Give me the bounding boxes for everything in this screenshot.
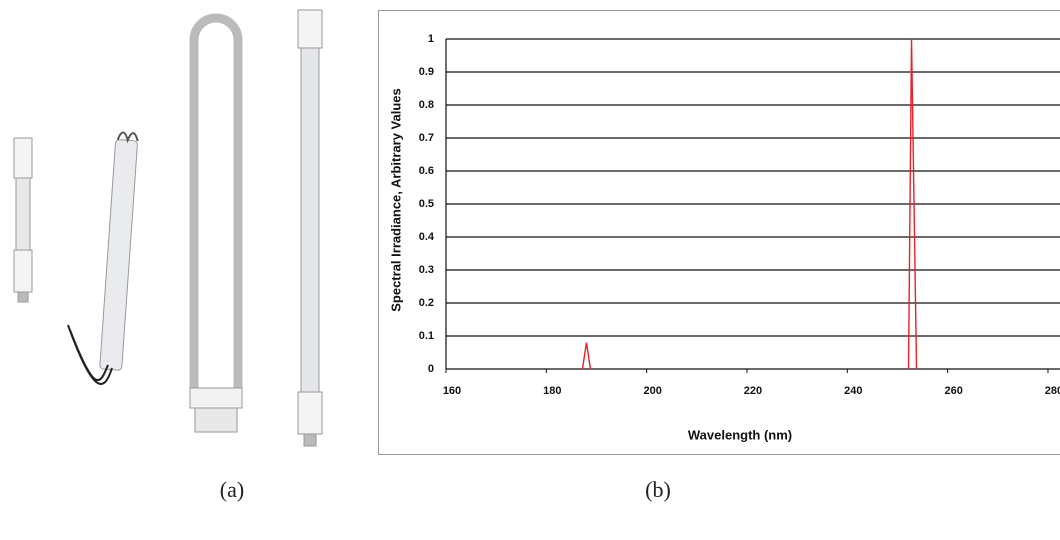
lamp-cap bbox=[298, 10, 322, 48]
y-tick-label: 0 bbox=[428, 363, 434, 375]
lamp-cap bbox=[14, 138, 32, 178]
y-tick-label: 0.4 bbox=[419, 231, 435, 243]
lamp-pins bbox=[304, 434, 316, 446]
panel-label: (a) bbox=[220, 477, 244, 502]
lamp-2 bbox=[100, 132, 139, 370]
y-axis-label: Spectral Irradiance, Arbitrary Values bbox=[388, 88, 403, 312]
lamp-cap bbox=[298, 392, 322, 434]
lamp-base bbox=[195, 408, 237, 432]
lamp-photos bbox=[14, 10, 322, 446]
y-tick-label: 0.5 bbox=[419, 198, 434, 210]
y-tick-label: 0.9 bbox=[419, 66, 434, 78]
x-tick-label: 180 bbox=[543, 385, 561, 397]
y-tick-label: 0.2 bbox=[419, 297, 434, 309]
x-tick-label: 280 bbox=[1045, 385, 1060, 397]
y-tick-label: 0.3 bbox=[419, 264, 434, 276]
x-tick-label: 240 bbox=[844, 385, 862, 397]
y-tick-label: 0.7 bbox=[419, 132, 434, 144]
x-tick-label: 200 bbox=[643, 385, 661, 397]
panel-label: (b) bbox=[645, 477, 671, 502]
lamp-tube bbox=[16, 178, 30, 250]
lamp-tube bbox=[301, 48, 319, 392]
lamp-pins bbox=[18, 292, 28, 302]
y-tick-label: 0.6 bbox=[419, 165, 434, 177]
x-axis-label: Wavelength (nm) bbox=[688, 427, 792, 442]
x-tick-label: 160 bbox=[443, 385, 461, 397]
y-tick-label: 0.1 bbox=[419, 330, 434, 342]
x-tick-label: 260 bbox=[944, 385, 962, 397]
y-tick-label: 0.8 bbox=[419, 99, 434, 111]
lamp-base bbox=[190, 388, 242, 408]
x-tick-label: 220 bbox=[744, 385, 762, 397]
y-tick-label: 1 bbox=[428, 33, 434, 45]
lamp-u-tube bbox=[194, 18, 238, 390]
lamp-cap bbox=[14, 250, 32, 292]
